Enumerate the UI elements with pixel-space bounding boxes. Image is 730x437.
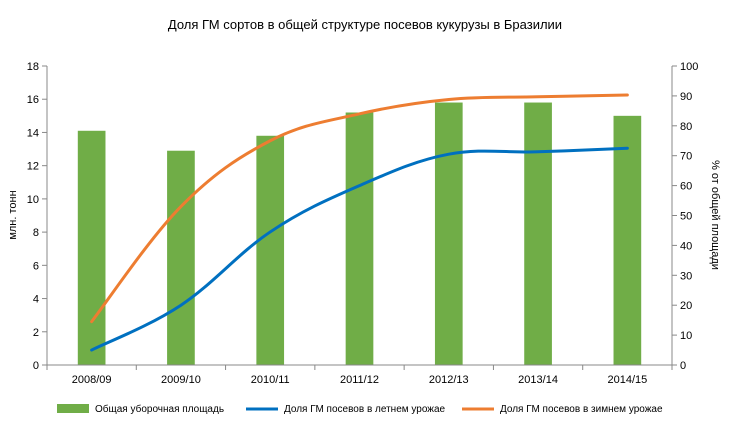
chart-title: Доля ГМ сортов в общей структуре посевов… (168, 17, 562, 32)
y2-tick-label-10: 100 (680, 61, 698, 73)
y-tick-label-8: 16 (27, 94, 39, 106)
y2-tick-label-8: 80 (680, 121, 692, 133)
legend-label-winter-line: Доля ГМ посевов в зимнем урожае (500, 404, 663, 415)
bar-0 (78, 131, 106, 365)
y2-tick-label-0: 0 (680, 360, 686, 372)
y2-axis-label: % от общей площади (709, 160, 721, 270)
bar-1 (167, 151, 195, 365)
legend: Общая уборочная площадь Доля ГМ посевов … (57, 403, 663, 415)
y-tick-label-0: 0 (33, 360, 39, 372)
bar-3 (346, 113, 374, 365)
y2-tick-label-5: 50 (680, 211, 692, 223)
bar-5 (524, 103, 552, 365)
bar-2 (256, 136, 284, 365)
legend-label-summer-line: Доля ГМ посевов в летнем урожае (284, 404, 446, 415)
x-tick-label-3: 2011/12 (340, 374, 379, 386)
x-tick-label-5: 2013/14 (518, 374, 558, 386)
y-tick-label-3: 6 (33, 260, 39, 272)
y2-tick-label-2: 20 (680, 300, 692, 312)
x-tick-label-1: 2009/10 (161, 374, 201, 386)
legend-label-bar: Общая уборочная площадь (95, 403, 224, 415)
y-tick-label-4: 8 (33, 227, 39, 239)
x-tick-label-0: 2008/09 (72, 374, 112, 386)
y2-ticks-layer: 0 10 20 30 40 50 60 70 80 90 100 (672, 61, 698, 372)
bar-4 (435, 103, 463, 365)
y-tick-label-6: 12 (27, 161, 39, 173)
y-ticks-layer: 0 2 4 6 8 10 12 14 16 18 (27, 61, 47, 372)
y2-tick-label-1: 10 (680, 330, 692, 342)
x-ticks-layer: 2008/09 2009/10 2010/11 2011/12 2012/13 2013/… (47, 365, 672, 386)
y-tick-label-5: 10 (27, 194, 39, 206)
legend-swatch-bar (57, 404, 89, 413)
y-tick-label-2: 4 (33, 294, 39, 306)
y-tick-label-9: 18 (27, 61, 39, 73)
y-tick-label-7: 14 (27, 127, 39, 139)
x-tick-label-4: 2012/13 (429, 374, 469, 386)
bar-6 (614, 116, 642, 365)
y2-tick-label-4: 40 (680, 240, 692, 252)
bars-layer (78, 103, 641, 365)
y2-tick-label-9: 90 (680, 91, 692, 103)
y2-tick-label-7: 70 (680, 151, 692, 163)
y2-tick-label-3: 30 (680, 270, 692, 282)
y2-tick-label-6: 60 (680, 181, 692, 193)
y-axis-label: млн. тонн (7, 190, 19, 239)
x-tick-label-2: 2010/11 (251, 374, 290, 386)
y-tick-label-1: 2 (33, 327, 39, 339)
x-tick-label-6: 2014/15 (607, 374, 647, 386)
